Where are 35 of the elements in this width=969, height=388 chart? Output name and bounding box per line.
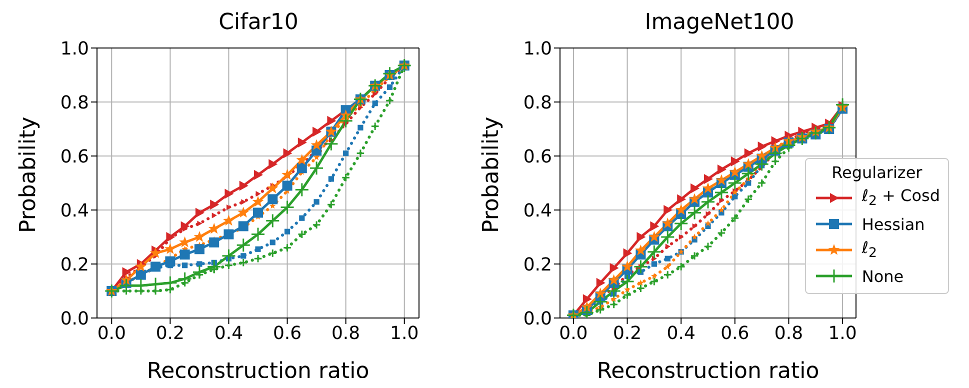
x-axis-title: Reconstruction ratio: [146, 359, 370, 384]
y-tick-label: 0.6: [60, 146, 89, 168]
x-tick-label: 0.4: [214, 322, 244, 344]
y-tick-label: 1.0: [523, 38, 552, 60]
y-tick-label: 0.8: [523, 92, 552, 114]
x-tick-label: 1.0: [390, 322, 419, 344]
x-tick-label: 1.0: [828, 322, 857, 344]
x-tick-label: 0.4: [666, 322, 696, 344]
y-tick-label: 0.4: [60, 200, 89, 222]
y-tick-label: 0.0: [523, 308, 552, 330]
x-tick-label: 0.8: [332, 322, 360, 344]
y-tick-label: 1.0: [60, 38, 89, 60]
y-tick-label: 0.2: [60, 254, 89, 276]
y-tick-label: 0.0: [60, 308, 89, 330]
x-tick-label: 0.6: [272, 322, 302, 344]
legend-label: None: [862, 266, 904, 286]
legend-label: Hessian: [862, 214, 925, 234]
x-axis-title: Reconstruction ratio: [596, 359, 820, 384]
legend-title: Regularizer: [830, 163, 924, 182]
y-tick-label: 0.4: [523, 200, 552, 222]
y-tick-label: 0.8: [60, 92, 89, 114]
chart-title: Cifar10: [218, 9, 300, 37]
x-tick-label: 0.0: [559, 322, 588, 344]
y-tick-label: 0.2: [523, 254, 552, 276]
y-axis-title: Probability: [478, 116, 504, 233]
x-tick-label: 0.8: [774, 322, 804, 344]
x-tick-label: 0.0: [97, 322, 126, 344]
chart-title: ImageNet100: [644, 9, 796, 37]
legend-label: ℓ$_{2}$: [862, 238, 877, 262]
legend-label: ℓ$_{2}$ + Cosd: [862, 186, 940, 210]
x-tick-label: 0.6: [720, 322, 750, 344]
y-tick-label: 0.6: [523, 146, 552, 168]
x-tick-label: 0.2: [612, 322, 642, 344]
x-tick-label: 0.2: [156, 322, 184, 344]
y-axis-title: Probability: [16, 116, 41, 233]
